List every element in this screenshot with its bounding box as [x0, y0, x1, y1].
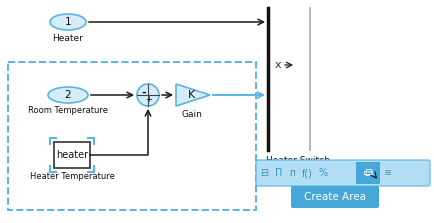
Text: ⊡: ⊡	[363, 168, 371, 178]
Text: -: -	[141, 88, 146, 98]
FancyBboxPatch shape	[267, 8, 309, 150]
Circle shape	[137, 84, 159, 106]
Text: %: %	[318, 168, 327, 178]
FancyBboxPatch shape	[355, 162, 379, 184]
Text: f(): f()	[301, 168, 312, 178]
Text: Π: Π	[275, 168, 282, 178]
Polygon shape	[176, 84, 210, 106]
Text: ≋: ≋	[383, 168, 391, 178]
Ellipse shape	[48, 87, 88, 103]
Text: x: x	[274, 60, 281, 70]
Text: ▭: ▭	[362, 168, 372, 178]
Text: heater: heater	[56, 150, 88, 160]
Text: Room Temperature: Room Temperature	[28, 106, 108, 115]
Text: 2: 2	[65, 90, 71, 100]
Text: ⊟: ⊟	[260, 168, 267, 178]
Text: Create Area: Create Area	[303, 192, 365, 202]
Text: Gain: Gain	[181, 110, 202, 119]
Text: 1: 1	[65, 17, 71, 27]
Text: K: K	[188, 90, 195, 100]
Text: ᴨ: ᴨ	[289, 168, 294, 178]
Text: Heater Switch: Heater Switch	[265, 156, 329, 165]
Text: +: +	[145, 95, 152, 103]
Text: Heater Temperature: Heater Temperature	[30, 172, 114, 181]
FancyBboxPatch shape	[54, 142, 90, 168]
Text: Heater: Heater	[53, 34, 83, 43]
Ellipse shape	[50, 14, 86, 30]
FancyBboxPatch shape	[290, 186, 378, 208]
FancyBboxPatch shape	[256, 160, 429, 186]
